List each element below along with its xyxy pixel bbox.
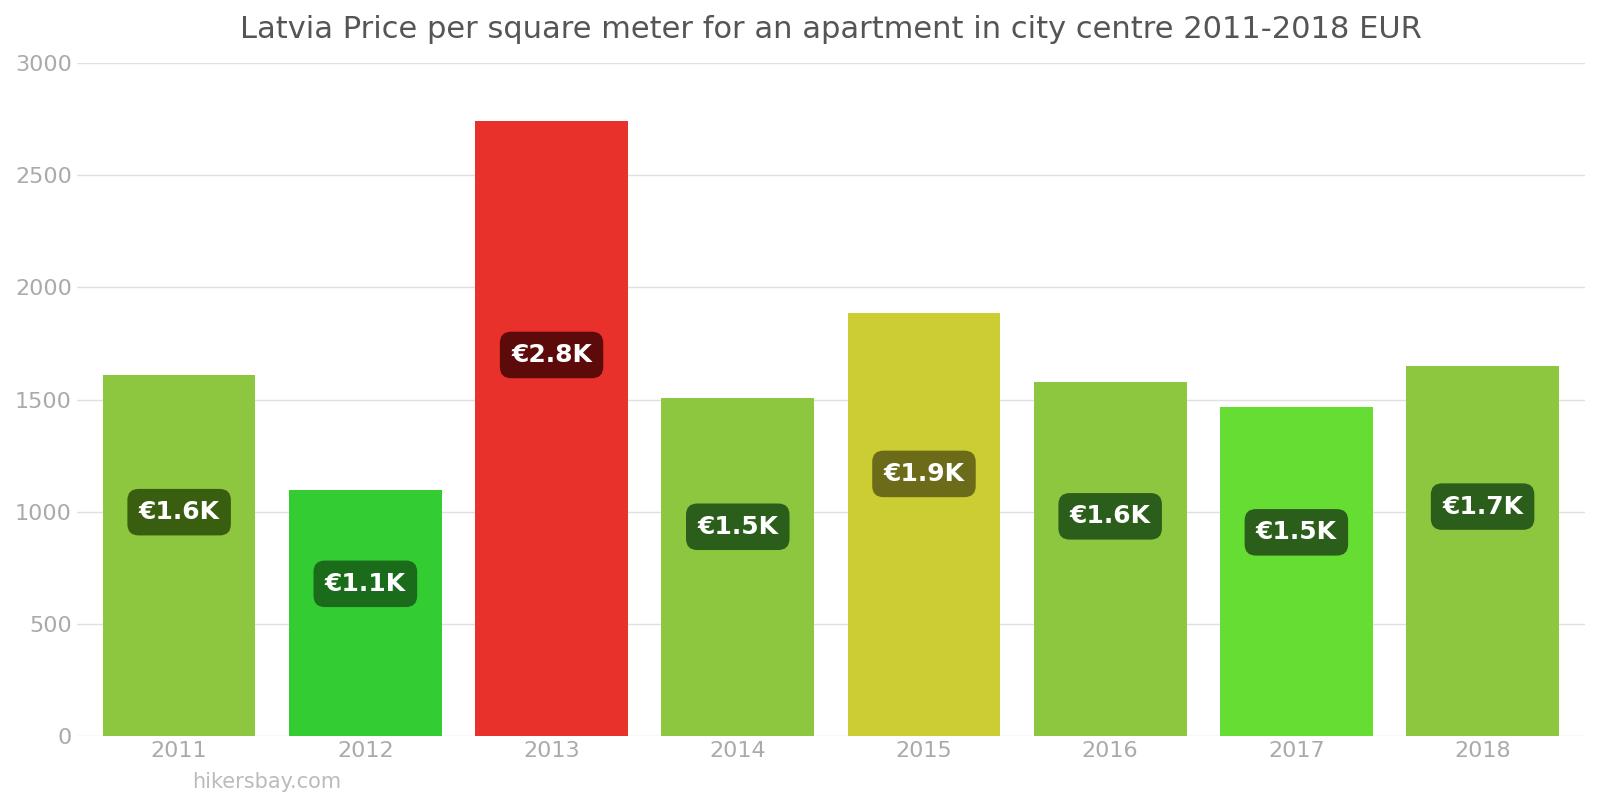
Title: Latvia Price per square meter for an apartment in city centre 2011-2018 EUR: Latvia Price per square meter for an apa… <box>240 15 1422 44</box>
Bar <box>1221 407 1373 736</box>
Bar <box>661 398 814 736</box>
Bar <box>1034 382 1187 736</box>
Text: €1.1K: €1.1K <box>325 572 406 596</box>
Bar <box>475 122 627 736</box>
Bar <box>848 313 1000 736</box>
Text: €1.5K: €1.5K <box>1256 520 1338 544</box>
Text: €1.6K: €1.6K <box>139 500 219 524</box>
Bar <box>102 375 256 736</box>
Text: €1.7K: €1.7K <box>1442 494 1523 518</box>
Bar <box>290 490 442 736</box>
Text: €1.6K: €1.6K <box>1070 504 1150 528</box>
Text: €1.5K: €1.5K <box>698 514 778 538</box>
Text: hikersbay.com: hikersbay.com <box>192 772 341 792</box>
Text: €1.9K: €1.9K <box>883 462 965 486</box>
Text: €2.8K: €2.8K <box>510 343 592 367</box>
Bar <box>1406 366 1558 736</box>
